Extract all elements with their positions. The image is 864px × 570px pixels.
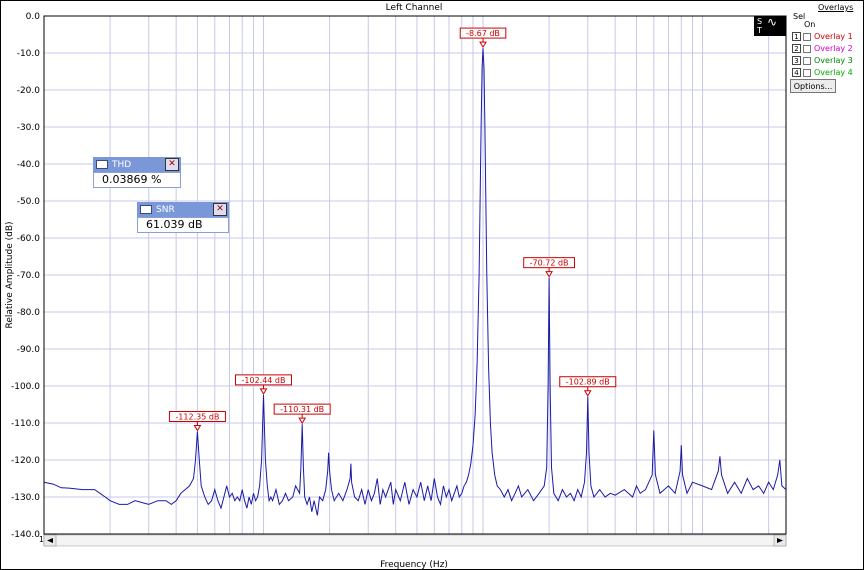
- x-scrollbar[interactable]: [43, 534, 787, 547]
- snr-meter[interactable]: SNR ✕ 61.039 dB: [137, 202, 229, 233]
- overlay-select-1[interactable]: 1: [792, 32, 801, 41]
- marker-label: -102.44 dB: [242, 376, 286, 385]
- y-tick-label: -100.0: [11, 382, 40, 392]
- y-tick-label: -80.0: [17, 308, 41, 318]
- peak-marker: -112.35 dB: [168, 411, 226, 432]
- peak-marker: -70.72 dB: [523, 257, 576, 278]
- marker-label: -102.89 dB: [566, 378, 610, 387]
- overlay-checkbox-4[interactable]: [803, 68, 811, 77]
- options-button[interactable]: Options...: [790, 79, 836, 93]
- overlay-select-4[interactable]: 4: [792, 68, 801, 77]
- overlay-label-1: Overlay 1: [814, 32, 853, 41]
- snr-value: 61.039 dB: [137, 217, 229, 233]
- snr-meter-titlebar[interactable]: SNR ✕: [137, 202, 229, 217]
- marker-label: -112.35 dB: [175, 413, 219, 422]
- y-tick-label: -140.0: [11, 530, 40, 540]
- y-axis-label: Relative Amplitude (dB): [5, 221, 15, 328]
- overlay-select-2[interactable]: 2: [792, 44, 801, 53]
- y-tick-label: -120.0: [11, 456, 40, 466]
- marker-label-box: [523, 257, 576, 269]
- marker-triangle-icon: [298, 417, 307, 425]
- y-tick-label: 0.0: [26, 12, 41, 22]
- overlay-label-3: Overlay 3: [814, 56, 853, 65]
- y-tick-label: -90.0: [17, 345, 41, 355]
- overlay-select-3[interactable]: 3: [792, 56, 801, 65]
- thd-meter[interactable]: THD ✕ 0.03869 %: [93, 157, 181, 188]
- overlay-row-4[interactable]: 4 Overlay 4: [792, 67, 853, 78]
- marker-label-box: [459, 27, 507, 39]
- marker-triangle-icon: [479, 41, 487, 49]
- marker-label: -8.67 dB: [466, 29, 500, 38]
- y-tick-label: -70.0: [17, 271, 41, 281]
- marker-triangle-icon: [259, 388, 268, 395]
- scroll-left-arrow-icon: [47, 538, 53, 543]
- sel-label: Sel: [793, 12, 806, 21]
- st-toggle-icon[interactable]: S T ∿: [754, 16, 786, 36]
- wave-icon: ∿: [767, 15, 778, 29]
- y-tick-label: -30.0: [17, 123, 41, 133]
- marker-triangle-icon: [583, 390, 592, 397]
- thd-meter-titlebar[interactable]: THD ✕: [93, 157, 181, 172]
- y-tick-label: -110.0: [11, 419, 40, 429]
- thd-value: 0.03869 %: [93, 172, 181, 188]
- meter-icon: [140, 205, 152, 214]
- marker-label-box: [168, 411, 226, 423]
- overlay-label-4: Overlay 4: [814, 68, 853, 77]
- series-group: [43, 48, 787, 516]
- marker-triangle-icon: [545, 271, 553, 278]
- marker-label-box: [559, 376, 617, 388]
- y-tick-label: -10.0: [17, 49, 41, 59]
- peak-marker: -110.31 dB: [273, 403, 331, 425]
- spectrum-line: [43, 48, 787, 516]
- overlay-checkbox-1[interactable]: [803, 32, 811, 41]
- overlay-row-3[interactable]: 3 Overlay 3: [792, 55, 853, 66]
- plot-area: [43, 15, 787, 535]
- marker-label-box: [235, 374, 293, 386]
- y-tick-label: -20.0: [17, 86, 41, 96]
- marker-triangle-icon: [193, 425, 202, 432]
- y-tick-label: -60.0: [17, 234, 41, 244]
- on-label: On: [804, 20, 816, 29]
- thd-meter-title: THD: [112, 159, 132, 170]
- marker-group: -112.35 dB -102.44 dB -110.31 dB -8.67 dB -7…: [168, 27, 617, 432]
- x-axis-label: Frequency (Hz): [380, 560, 448, 570]
- peak-marker: -8.67 dB: [459, 27, 507, 49]
- marker-label: -110.31 dB: [280, 405, 324, 414]
- overlay-row-1[interactable]: 1 Overlay 1: [792, 31, 853, 42]
- snr-meter-title: SNR: [156, 204, 175, 215]
- chart-title: Left Channel: [386, 3, 443, 13]
- close-icon[interactable]: ✕: [165, 158, 179, 171]
- meter-icon: [96, 160, 108, 169]
- overlays-header: Overlays: [818, 3, 854, 12]
- st-bottom-letter: T: [757, 26, 762, 35]
- marker-label: -70.72 dB: [530, 259, 569, 268]
- peak-marker: -102.89 dB: [559, 376, 617, 397]
- peak-marker: -102.44 dB: [235, 374, 293, 395]
- grid: [44, 16, 786, 534]
- y-tick-label: -50.0: [17, 197, 41, 207]
- overlay-checkbox-3[interactable]: [803, 56, 811, 65]
- close-icon[interactable]: ✕: [213, 203, 227, 216]
- scroll-right-arrow-icon: [777, 538, 783, 543]
- overlay-row-2[interactable]: 2 Overlay 2: [792, 43, 853, 54]
- y-tick-label: -40.0: [17, 160, 41, 170]
- overlay-label-2: Overlay 2: [814, 44, 853, 53]
- st-top-letter: S: [757, 17, 763, 26]
- overlay-checkbox-2[interactable]: [803, 44, 811, 53]
- marker-label-box: [273, 403, 331, 415]
- y-tick-label: -130.0: [11, 493, 40, 503]
